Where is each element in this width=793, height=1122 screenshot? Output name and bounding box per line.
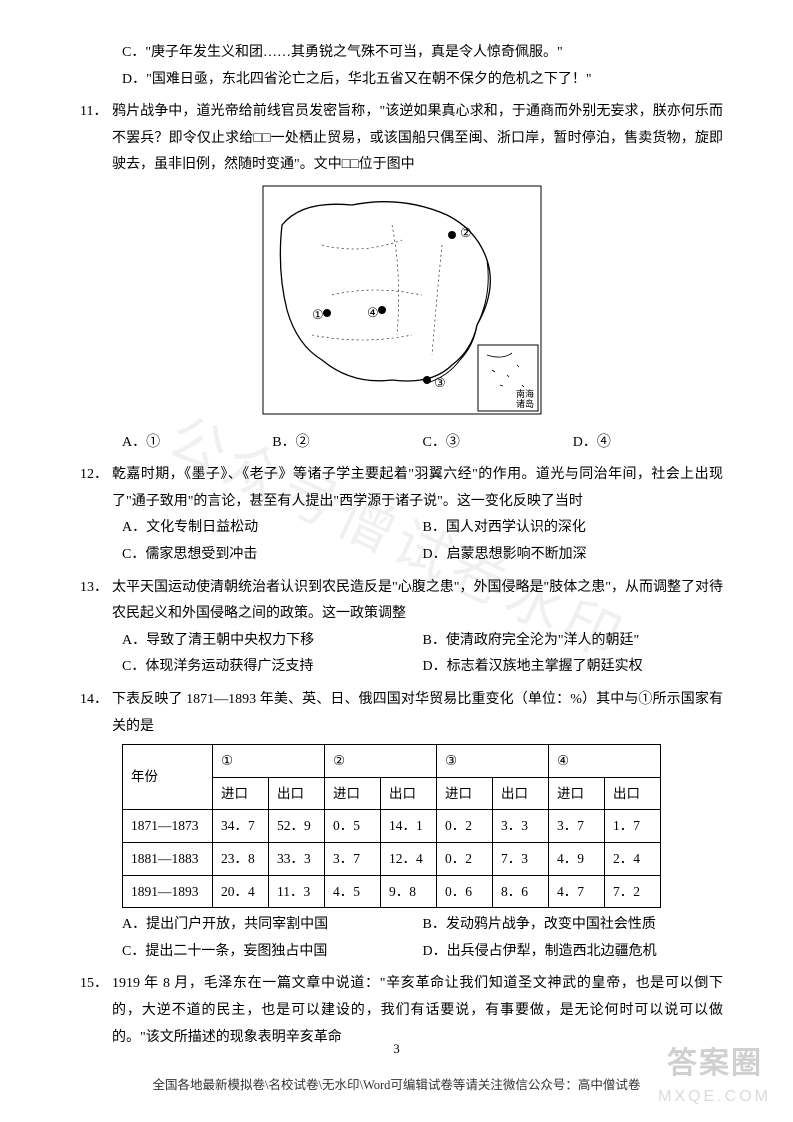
- table-row: 1871—1873 34．7 52．9 0．5 14．1 0．2 3．3 3．7…: [123, 810, 661, 843]
- cell: 1891—1893: [123, 875, 213, 908]
- q14-choices: A．提出门户开放，共同宰割中国 C．提出二十一条，妄图独占中国 B．发动鸦片战争…: [80, 912, 723, 965]
- q14-choice-a: A．提出门户开放，共同宰割中国: [122, 912, 423, 939]
- th-year: 年份: [123, 745, 213, 810]
- cell: 52．9: [269, 810, 325, 843]
- q11-number: 11．: [80, 99, 112, 179]
- question-13: 13． 太平天国运动使清朝统治者认识到农民造反是"心腹之患"，外国侵略是"肢体之…: [80, 575, 723, 681]
- q11-choice-a: A．①: [122, 430, 272, 457]
- q14-choice-c: C．提出二十一条，妄图独占中国: [122, 939, 423, 966]
- q13-choices: A．导致了清王朝中央权力下移 C．体现洋务运动获得广泛支持 B．使清政府完全沦为…: [80, 628, 723, 681]
- q14-number: 14．: [80, 687, 112, 740]
- q14-text: 下表反映了 1871—1893 年美、英、日、俄四国对华贸易比重变化（单位：%）…: [112, 687, 723, 740]
- map-marker-4: ④: [367, 305, 379, 320]
- th-sub: 进口: [213, 777, 269, 810]
- cell: 11．3: [269, 875, 325, 908]
- cell: 2．4: [605, 843, 661, 876]
- q13-text: 太平天国运动使清朝统治者认识到农民造反是"心腹之患"，外国侵略是"肢体之患"，从…: [112, 575, 723, 628]
- q13-number: 13．: [80, 575, 112, 628]
- q13-choice-b: B．使清政府完全沦为"洋人的朝廷": [423, 628, 724, 655]
- th-c2: ②: [325, 745, 437, 778]
- cell: 4．5: [325, 875, 381, 908]
- th-sub: 进口: [549, 777, 605, 810]
- question-12: 12． 乾嘉时期，《墨子》、《老子》等诸子学主要起着"羽翼六经"的作用。道光与同…: [80, 462, 723, 568]
- cell: 0．5: [325, 810, 381, 843]
- q14-table: 年份 ① ② ③ ④ 进口 出口 进口 出口 进口 出口 进口 出口 1871—…: [122, 744, 661, 908]
- cell: 7．2: [605, 875, 661, 908]
- q14-choice-b: B．发动鸦片战争，改变中国社会性质: [423, 912, 724, 939]
- cell: 0．2: [437, 810, 493, 843]
- cell: 3．7: [325, 843, 381, 876]
- th-sub: 出口: [493, 777, 549, 810]
- cell: 0．6: [437, 875, 493, 908]
- cell: 0．2: [437, 843, 493, 876]
- cell: 9．8: [381, 875, 437, 908]
- table-row: 1891—1893 20．4 11．3 4．5 9．8 0．6 8．6 4．7 …: [123, 875, 661, 908]
- table-row: 1881—1883 23．8 33．3 3．7 12．4 0．2 7．3 4．9…: [123, 843, 661, 876]
- th-c4: ④: [549, 745, 661, 778]
- prev-option-c: C．"庚子年发生义和团……其勇锐之气殊不可当，真是令人惊奇佩服。": [80, 40, 723, 67]
- q12-choice-a: A．文化专制日益松动: [122, 515, 423, 542]
- cell: 4．7: [549, 875, 605, 908]
- cell: 1881—1883: [123, 843, 213, 876]
- q11-choice-b: B．②: [272, 430, 422, 457]
- map-marker-2: ②: [460, 225, 472, 240]
- q13-choice-c: C．体现洋务运动获得广泛支持: [122, 654, 423, 681]
- cell: 1．7: [605, 810, 661, 843]
- map-inset-label-1: 南海: [516, 388, 534, 399]
- q12-text: 乾嘉时期，《墨子》、《老子》等诸子学主要起着"羽翼六经"的作用。道光与同治年间，…: [112, 462, 723, 515]
- question-11: 11． 鸦片战争中，道光帝给前线官员发密旨称，"该逆如果真心求和，于通商而外别无…: [80, 99, 723, 456]
- q11-text: 鸦片战争中，道光帝给前线官员发密旨称，"该逆如果真心求和，于通商而外别无妄求，朕…: [112, 99, 723, 179]
- th-sub: 出口: [605, 777, 661, 810]
- q11-choice-c: C．③: [423, 430, 573, 457]
- q14-choice-d: D．出兵侵占伊犁，制造西北边疆危机: [423, 939, 724, 966]
- q12-choice-b: B．国人对西学认识的深化: [423, 515, 724, 542]
- q13-choice-a: A．导致了清王朝中央权力下移: [122, 628, 423, 655]
- cell: 23．8: [213, 843, 269, 876]
- cell: 8．6: [493, 875, 549, 908]
- cell: 7．3: [493, 843, 549, 876]
- q12-choice-d: D．启蒙思想影响不断加深: [423, 542, 724, 569]
- watermark-corner-bottom: MXQE.COM: [658, 1082, 771, 1112]
- q14-table-header1: 年份 ① ② ③ ④: [123, 745, 661, 778]
- th-c3: ③: [437, 745, 549, 778]
- cell: 14．1: [381, 810, 437, 843]
- cell: 3．7: [549, 810, 605, 843]
- q11-map: ① ② ③ ④ 南海 诸岛: [80, 185, 723, 426]
- cell: 1871—1873: [123, 810, 213, 843]
- cell: 3．3: [493, 810, 549, 843]
- th-sub: 进口: [437, 777, 493, 810]
- map-marker-3: ③: [434, 375, 446, 390]
- prev-option-d: D．"国难日亟，东北四省沦亡之后，华北五省又在朝不保夕的危机之下了！": [80, 67, 723, 94]
- th-sub: 出口: [269, 777, 325, 810]
- q11-choices: A．① B．② C．③ D．④: [80, 430, 723, 457]
- q13-choice-d: D．标志着汉族地主掌握了朝廷实权: [423, 654, 724, 681]
- q12-number: 12．: [80, 462, 112, 515]
- th-sub: 进口: [325, 777, 381, 810]
- cell: 12．4: [381, 843, 437, 876]
- cell: 33．3: [269, 843, 325, 876]
- question-14: 14． 下表反映了 1871—1893 年美、英、日、俄四国对华贸易比重变化（单…: [80, 687, 723, 966]
- cell: 4．9: [549, 843, 605, 876]
- map-inset-label-2: 诸岛: [516, 398, 534, 409]
- cell: 20．4: [213, 875, 269, 908]
- q12-choices: A．文化专制日益松动 C．儒家思想受到冲击 B．国人对西学认识的深化 D．启蒙思…: [80, 515, 723, 568]
- q11-choice-d: D．④: [573, 430, 723, 457]
- th-sub: 出口: [381, 777, 437, 810]
- q12-choice-c: C．儒家思想受到冲击: [122, 542, 423, 569]
- cell: 34．7: [213, 810, 269, 843]
- map-marker-1: ①: [312, 307, 324, 322]
- th-c1: ①: [213, 745, 325, 778]
